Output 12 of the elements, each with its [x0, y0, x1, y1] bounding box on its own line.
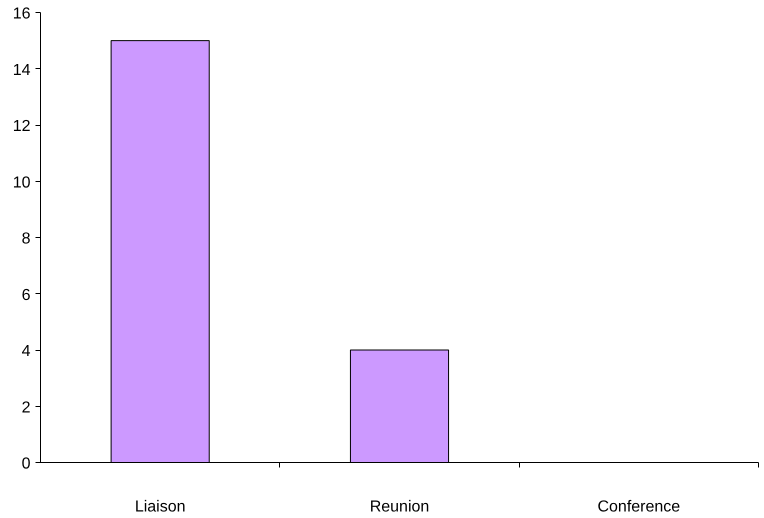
x-tick-label: Reunion	[370, 498, 430, 516]
x-tick-label: Conference	[597, 498, 680, 516]
y-tick-label: 0	[22, 456, 31, 472]
y-tick-label: 16	[12, 6, 31, 22]
y-tick-label: 2	[22, 399, 31, 416]
y-tick-label: 14	[12, 62, 31, 79]
y-tick-label: 12	[12, 118, 31, 135]
x-tick-label: Liaison	[134, 498, 186, 516]
y-tick-label: 4	[22, 343, 31, 360]
y-tick-label: 6	[22, 286, 31, 304]
y-tick-label: 8	[22, 230, 31, 248]
y-tick-label: 10	[12, 174, 31, 192]
